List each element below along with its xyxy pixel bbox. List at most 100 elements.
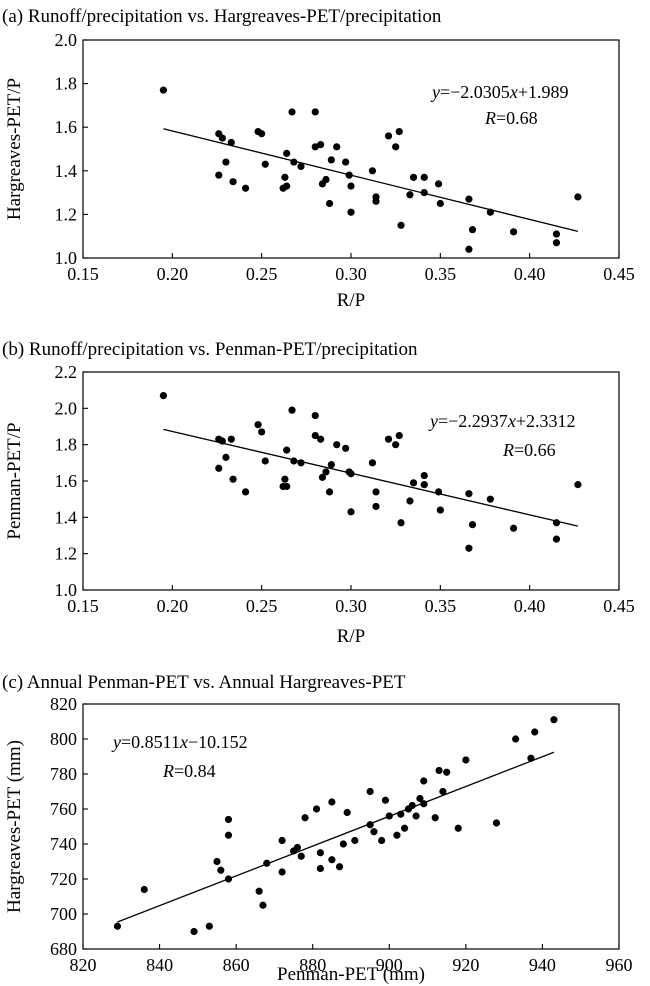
chart-a-y-tick-label: 2.0 (55, 30, 78, 50)
chart-a-data-point (347, 182, 355, 190)
chart-a-x-tick-label: 0.25 (246, 264, 278, 284)
chart-b-x-tick-label: 0.40 (514, 596, 546, 616)
chart-b-data-point (509, 524, 518, 532)
chart-c-x-tick-label: 820 (70, 955, 97, 975)
chart-b-data-point (406, 497, 414, 505)
chart-a-y-axis-label: Hargreaves-PET/P (4, 78, 25, 220)
chart-c-title: (c) Annual Penman-PET vs. Annual Hargrea… (2, 672, 406, 693)
chart-c-data-point (140, 885, 148, 894)
chart-b-y-axis-label: Penman-PET/P (4, 422, 25, 539)
chart-a-data-point (333, 143, 341, 151)
chart-b-data-point (317, 435, 325, 443)
chart-c-data-point (378, 836, 386, 845)
chart-b-y-tick-label: 1.4 (55, 507, 78, 527)
chart-c-data-point (492, 819, 501, 827)
chart-b-data-point (288, 406, 296, 414)
chart-a-data-point (283, 182, 291, 190)
chart-c-data-point (412, 812, 420, 820)
chart-c-y-tick-label: 820 (50, 694, 77, 714)
chart-b-plot-frame (82, 371, 620, 591)
chart-c-x-tick-label: 940 (529, 955, 556, 975)
chart-b-data-point (283, 482, 291, 491)
chart-a-data-point (327, 156, 335, 164)
chart-c-y-tick-label: 700 (50, 904, 77, 924)
chart-c-data-point (224, 815, 233, 824)
chart-a-data-point (222, 158, 230, 166)
chart-a-y-tick-label: 1.6 (55, 117, 78, 137)
chart-b-data-point (222, 453, 230, 461)
chart-b-data-point (229, 475, 237, 483)
chart-c-x-tick-label: 840 (146, 955, 173, 975)
chart-b-x-tick-label: 0.15 (67, 596, 99, 616)
chart-c-data-point (217, 866, 225, 874)
chart-a-data-point (436, 199, 444, 208)
chart-c-data-point (416, 794, 424, 803)
chart-b-data-point (372, 502, 380, 511)
chart-b-fit-line (163, 428, 579, 527)
chart-b-data-point (468, 521, 477, 529)
chart-b-y-tick-label: 1.2 (55, 544, 78, 564)
chart-b-x-tick-label: 0.35 (425, 596, 457, 616)
chart-b-data-point (333, 441, 341, 449)
chart-c-data-point (512, 735, 520, 743)
chart-a-data-point (281, 173, 289, 181)
chart-b-data-point (297, 459, 305, 467)
chart-b-data-point (436, 506, 444, 514)
chart-b-data-point (258, 428, 266, 436)
chart-c-data-point (462, 756, 470, 764)
chart-a-data-point (372, 197, 380, 205)
chart-c-x-tick-label: 880 (299, 955, 326, 975)
chart-a-y-tick-label: 1.2 (55, 204, 78, 224)
chart-a-x-tick-label: 0.15 (67, 264, 99, 284)
chart-b-equation: y=−2.2937x+2.3312 (428, 411, 575, 431)
chart-c-data-point (293, 843, 301, 852)
chart-a-data-point (397, 221, 405, 229)
chart-a-x-tick-label: 0.35 (425, 264, 457, 284)
chart-a-equation: y=−2.0305x+1.989 (430, 82, 568, 102)
chart-b-data-point (465, 544, 473, 552)
chart-c-data-point (393, 831, 401, 839)
chart-b-data-point (347, 470, 355, 478)
chart-c-data-point (439, 787, 447, 796)
chart-a-data-point (552, 239, 561, 247)
chart-c-y-axis-label: Hargreaves-PET (mm) (4, 740, 25, 913)
chart-a-data-point (317, 141, 325, 149)
chart-a-x-tick-label: 0.20 (157, 264, 189, 284)
chart-b-data-point (215, 464, 223, 472)
chart-a-x-tick-label: 0.30 (335, 264, 367, 284)
chart-c-data-point (370, 828, 378, 836)
chart-b-data-point (281, 475, 289, 483)
chart-b-y-tick-label: 1.6 (55, 471, 78, 491)
chart-a-y-tick-label: 1.4 (55, 161, 78, 181)
chart-c-data-point (397, 810, 405, 818)
chart-a-title: (a) Runoff/precipitation vs. Hargreaves-… (2, 6, 442, 27)
chart-b-data-point (392, 441, 400, 449)
chart-b-data-point (261, 457, 269, 465)
chart-c-plot-frame (82, 703, 620, 950)
chart-a-data-point (297, 162, 305, 171)
chart-c-data-point (316, 864, 324, 873)
chart-c-data-point (224, 875, 233, 883)
chart-c-data-point (435, 766, 443, 775)
chart-c-data-point (454, 824, 462, 832)
chart-a-data-point (290, 158, 298, 166)
chart-c-y-tick-label: 780 (50, 764, 77, 784)
chart-a-r-value: R=0.68 (484, 108, 538, 128)
chart-a-data-point (215, 171, 223, 179)
chart-b-data-point (384, 435, 393, 443)
chart-b-data-point (327, 461, 335, 469)
chart-b-data-point (322, 468, 330, 476)
chart-a-data-point (395, 127, 403, 136)
chart-b-data-point (420, 481, 428, 489)
chart-c-data-point (278, 836, 286, 845)
chart-c-data-point (351, 836, 359, 845)
chart-c-y-tick-label: 720 (50, 869, 77, 889)
chart-c-data-point (420, 777, 428, 785)
chart-c-y-tick-label: 760 (50, 799, 77, 819)
chart-a-x-tick-label: 0.40 (514, 264, 546, 284)
chart-b-x-tick-label: 0.25 (246, 596, 278, 616)
chart-a-data-point (218, 134, 226, 142)
chart-c-data-point (316, 849, 324, 857)
chart-c-equation: y=0.8511x−10.152 (111, 732, 248, 752)
chart-b-y-tick-label: 2.0 (55, 398, 78, 418)
